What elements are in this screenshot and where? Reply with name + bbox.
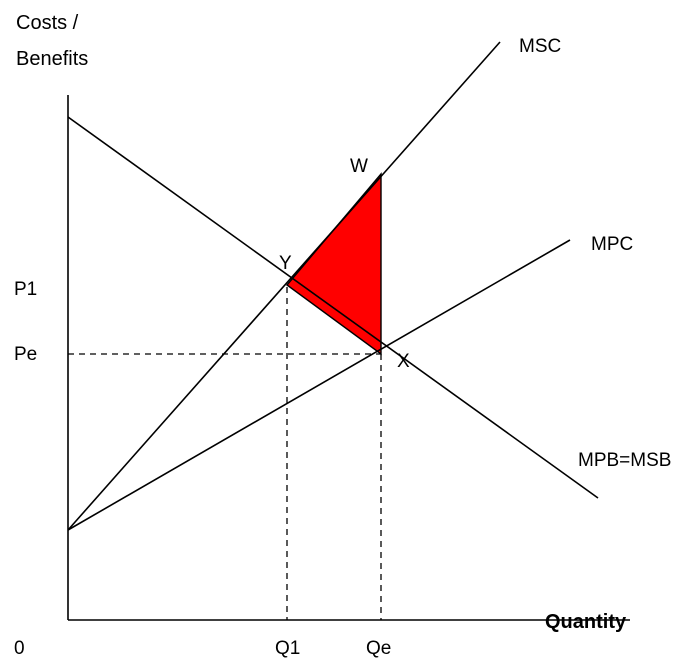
y-axis-label-line1: Costs /: [16, 12, 79, 34]
price-pe-label: Pe: [14, 344, 37, 365]
point-y-label: Y: [279, 253, 292, 274]
msc-label: MSC: [519, 36, 561, 57]
welfare-loss-triangle: [285, 172, 382, 356]
quantity-q1-label: Q1: [275, 638, 300, 658]
point-x-label: X: [397, 351, 410, 372]
mpc-curve: [67, 239, 571, 531]
y-axis-label-line2: Benefits: [16, 48, 88, 70]
price-p1-label: P1: [14, 279, 37, 300]
mpb-msb-label: MPB=MSB: [578, 450, 671, 471]
mpb-msb-curve: [67, 116, 599, 499]
origin-label: 0: [14, 638, 25, 658]
x-axis-label: Quantity: [545, 611, 627, 633]
mpc-label: MPC: [591, 234, 633, 255]
quantity-qe-label: Qe: [366, 638, 391, 658]
point-w-label: W: [350, 156, 368, 177]
msc-curve: [67, 41, 501, 531]
